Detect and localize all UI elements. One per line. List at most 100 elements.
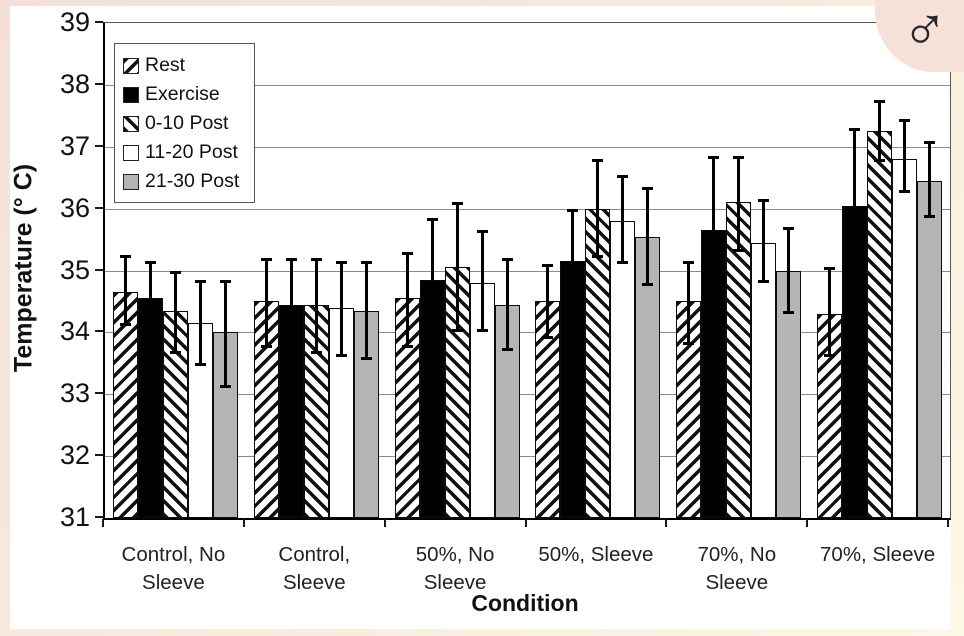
error-bar bbox=[617, 174, 629, 265]
y-tick-label: 38 bbox=[59, 68, 90, 99]
y-tick-mark bbox=[95, 330, 103, 333]
error-bar bbox=[542, 264, 554, 339]
y-tick-mark bbox=[95, 144, 103, 147]
error-bar bbox=[567, 208, 579, 314]
error-bar bbox=[708, 156, 720, 305]
bar bbox=[726, 202, 752, 518]
x-tick-mark bbox=[383, 519, 386, 527]
y-tick-label: 31 bbox=[59, 502, 90, 532]
x-category-label: 50%, Sleeve bbox=[538, 543, 654, 566]
bar bbox=[112, 292, 138, 518]
error-bar bbox=[144, 261, 156, 336]
legend-label: Exercise bbox=[145, 83, 220, 105]
y-tick-label: 35 bbox=[59, 254, 90, 285]
error-bar bbox=[874, 100, 886, 163]
x-tick-mark bbox=[806, 519, 809, 527]
x-category-label: Control, Sleeve bbox=[278, 543, 351, 594]
x-category-label: 70%, No Sleeve bbox=[697, 543, 777, 594]
bar bbox=[892, 159, 918, 518]
legend-entry: 11-20 Post bbox=[123, 138, 246, 167]
legend-label: Rest bbox=[145, 54, 186, 76]
x-tick-mark bbox=[102, 519, 104, 527]
legend-swatch-gray bbox=[123, 173, 139, 190]
y-tick-mark bbox=[95, 454, 103, 457]
error-bar bbox=[451, 202, 463, 333]
x-tick-mark bbox=[242, 519, 245, 527]
y-tick-mark bbox=[95, 206, 103, 209]
error-bar bbox=[501, 258, 513, 351]
error-bar bbox=[758, 199, 770, 283]
error-bar bbox=[642, 187, 654, 286]
error-bar bbox=[260, 258, 272, 348]
gridline bbox=[105, 208, 950, 210]
x-tick-mark bbox=[524, 519, 527, 527]
bar bbox=[867, 131, 893, 518]
error-bar bbox=[169, 270, 181, 354]
error-bar bbox=[360, 261, 372, 361]
gridline bbox=[105, 332, 950, 334]
x-axis-title: Condition bbox=[471, 590, 579, 616]
x-category-label: 70%, Sleeve bbox=[820, 543, 936, 566]
error-bar bbox=[401, 251, 413, 348]
y-tick-label: 37 bbox=[59, 130, 90, 161]
gridline bbox=[105, 84, 950, 86]
bar bbox=[187, 323, 213, 518]
error-bar bbox=[733, 156, 745, 252]
y-tick-mark bbox=[95, 268, 103, 271]
gridline bbox=[105, 394, 950, 396]
gridline bbox=[105, 456, 950, 458]
legend-swatch-solid-black bbox=[123, 86, 139, 103]
legend-label: 11-20 Post bbox=[145, 141, 238, 163]
gridline bbox=[105, 146, 950, 148]
male-symbol-icon: ♂ bbox=[901, 0, 949, 62]
legend-entry: 0-10 Post bbox=[123, 109, 246, 138]
legend-entry: Rest bbox=[123, 51, 246, 80]
bar bbox=[469, 282, 495, 518]
plot-area: Rest Exercise 0-10 Post 11-20 Post 21-30 Pos… bbox=[103, 22, 951, 520]
x-category-label: Control, No Sleeve bbox=[121, 543, 226, 594]
gridline bbox=[105, 270, 950, 272]
error-bar bbox=[194, 279, 206, 367]
error-bar bbox=[119, 255, 131, 327]
error-bar bbox=[426, 217, 438, 342]
error-bar bbox=[899, 118, 911, 194]
y-tick-mark bbox=[95, 82, 103, 85]
y-tick-label: 39 bbox=[59, 7, 90, 37]
legend-entry: 21-30 Post bbox=[123, 167, 246, 196]
error-bar bbox=[783, 227, 795, 314]
x-category-label: 50%, No Sleeve bbox=[415, 543, 495, 594]
legend-swatch-white bbox=[123, 144, 139, 161]
y-tick-label: 36 bbox=[59, 192, 90, 223]
error-bar bbox=[310, 258, 322, 354]
bar bbox=[610, 221, 636, 518]
error-bar bbox=[592, 159, 604, 259]
legend-swatch-hatch-up bbox=[123, 57, 139, 74]
error-bar bbox=[924, 140, 936, 218]
error-bar bbox=[219, 279, 231, 389]
x-tick-mark bbox=[947, 519, 949, 527]
bar bbox=[676, 301, 702, 518]
bar bbox=[253, 301, 279, 518]
error-bar bbox=[849, 128, 861, 283]
y-tick-label: 33 bbox=[59, 378, 90, 409]
legend: Rest Exercise 0-10 Post 11-20 Post 21-30 Pos… bbox=[114, 43, 255, 203]
legend-swatch-hatch-down bbox=[123, 115, 139, 132]
legend-entry: Exercise bbox=[123, 80, 246, 109]
legend-label: 21-30 Post bbox=[145, 170, 240, 192]
x-tick-mark bbox=[665, 519, 668, 527]
y-tick-mark bbox=[95, 392, 103, 395]
y-tick-mark bbox=[95, 516, 103, 518]
bar bbox=[751, 242, 777, 518]
y-tick-mark bbox=[95, 21, 103, 23]
bar bbox=[585, 208, 611, 518]
y-tick-label: 34 bbox=[59, 316, 90, 347]
legend-label: 0-10 Post bbox=[145, 112, 229, 134]
error-bar bbox=[824, 267, 836, 358]
error-bar bbox=[285, 258, 297, 351]
error-bar bbox=[476, 230, 488, 333]
error-bar bbox=[335, 261, 347, 358]
bar bbox=[917, 180, 943, 518]
y-tick-label: 32 bbox=[59, 440, 90, 471]
error-bar bbox=[683, 261, 695, 345]
